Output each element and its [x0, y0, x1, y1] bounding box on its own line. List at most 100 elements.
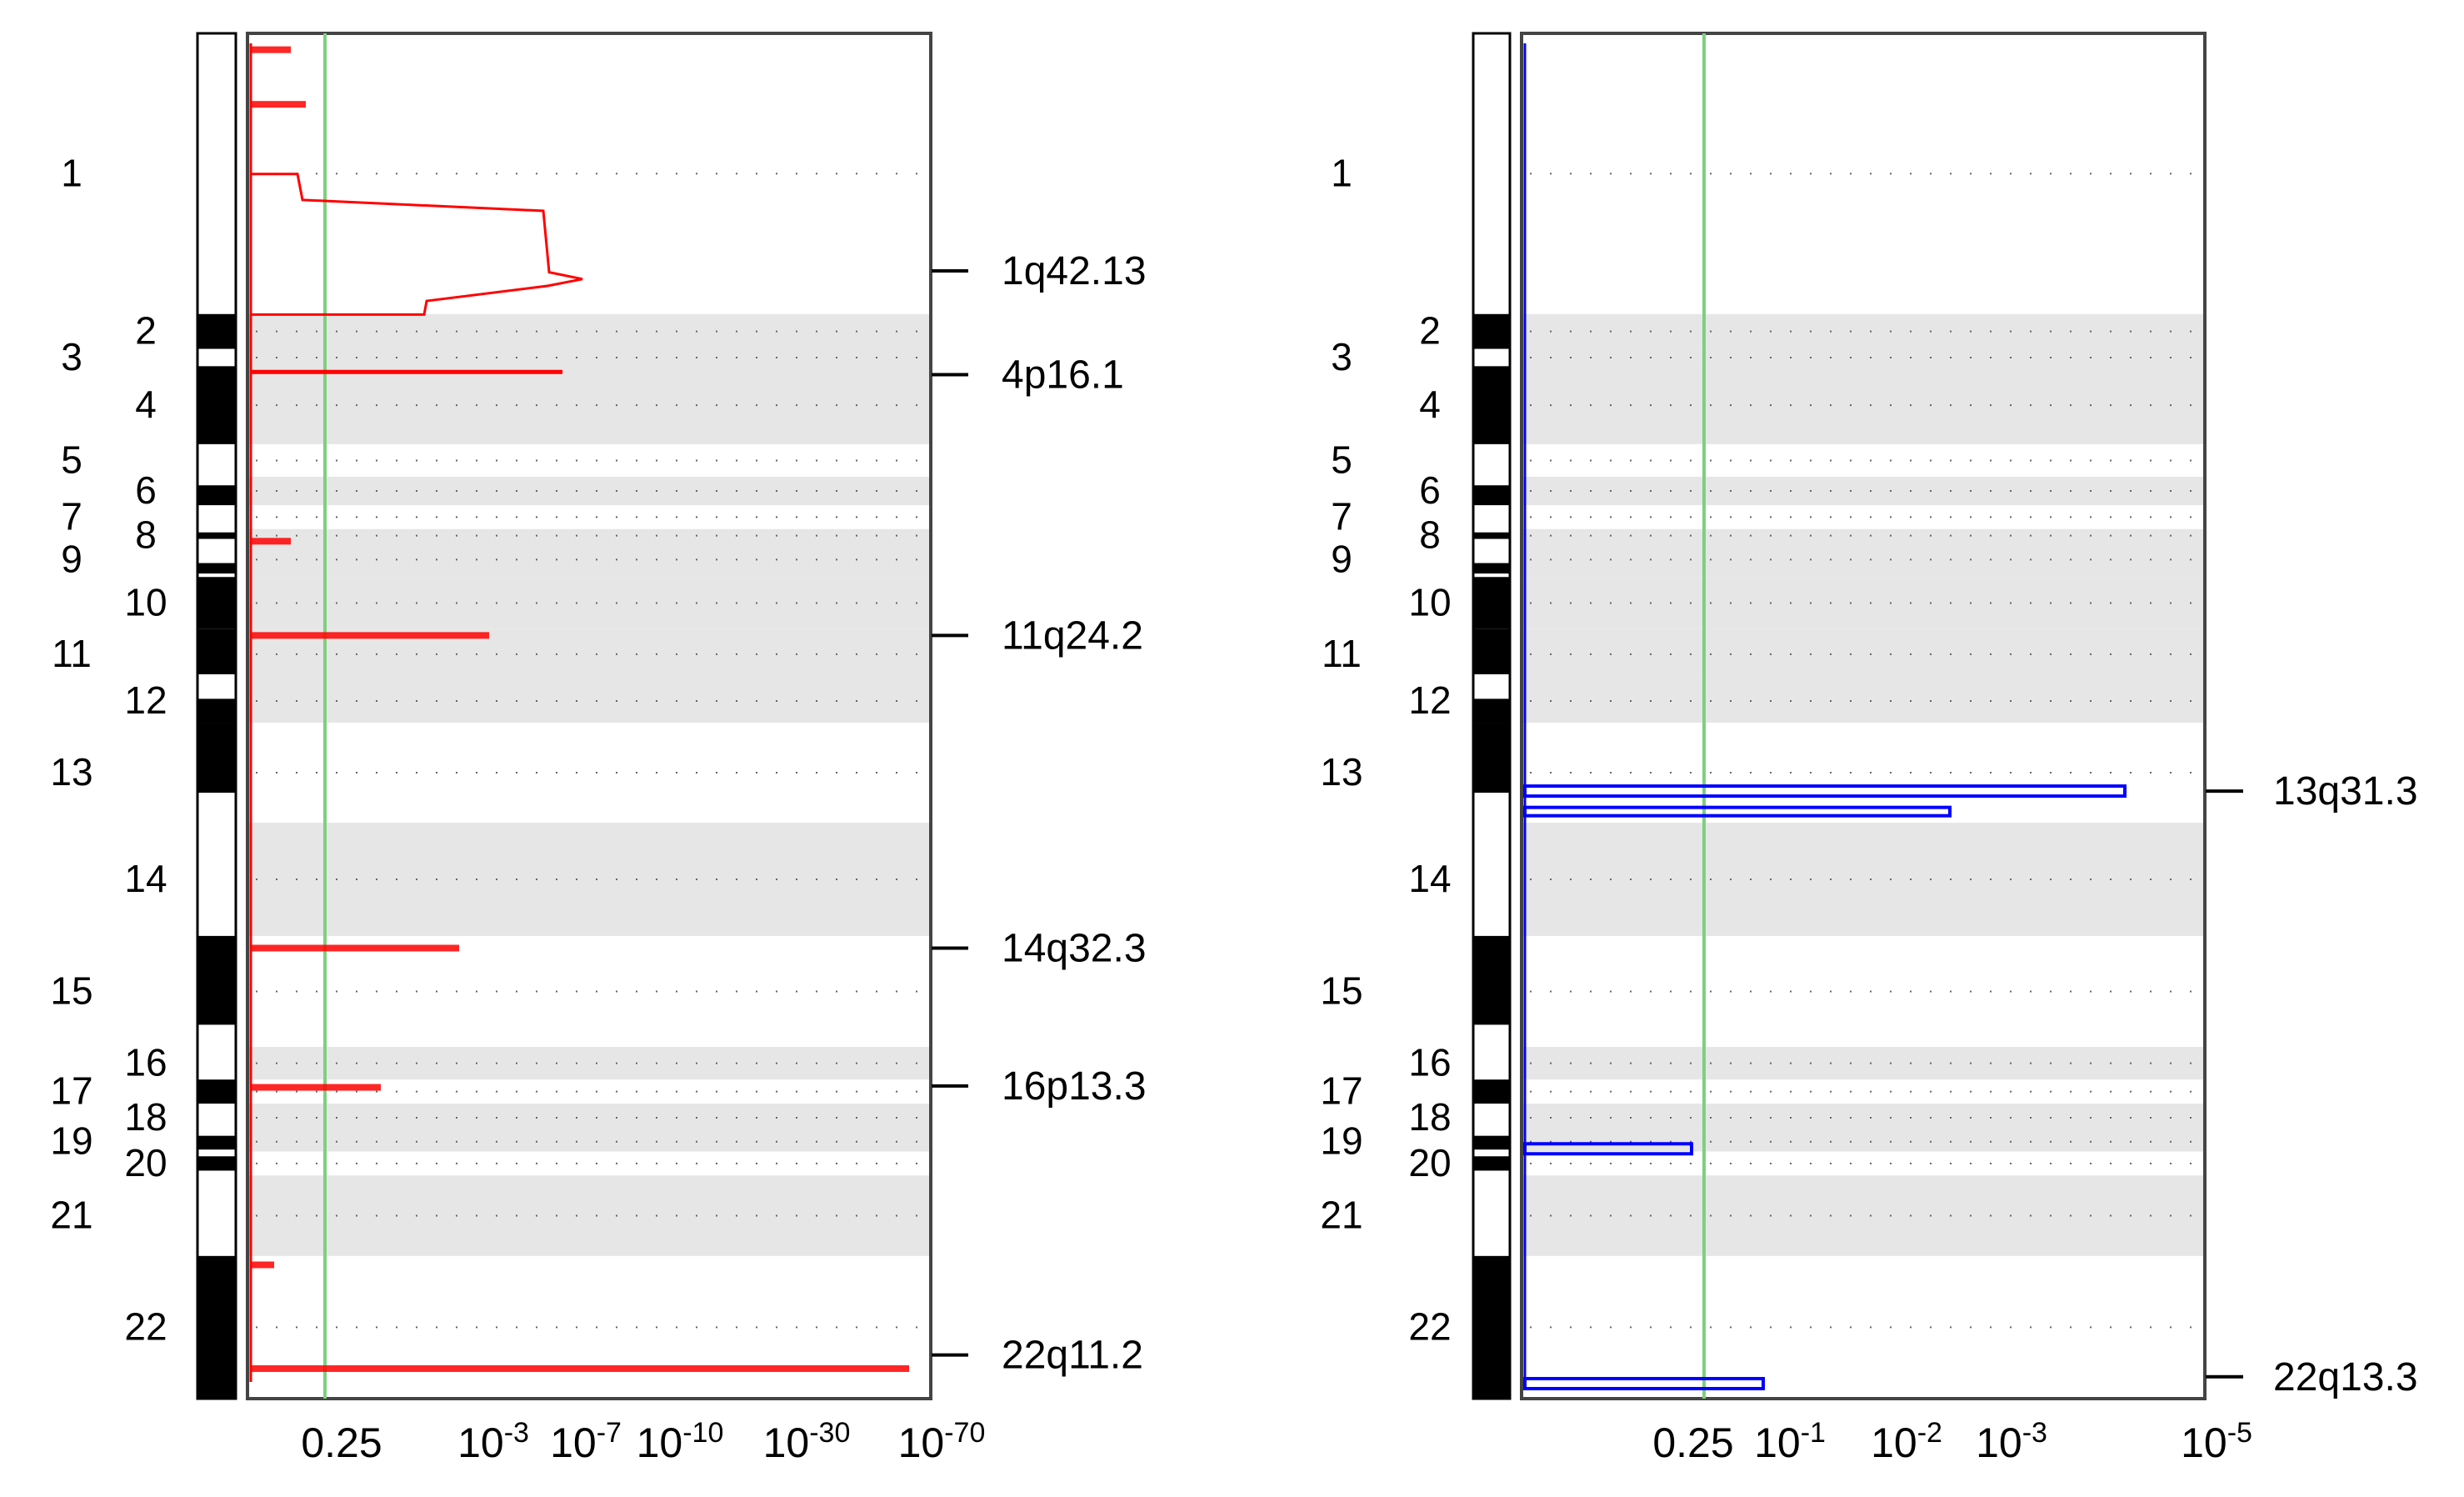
x-tick-label: 10-70 [898, 1417, 986, 1466]
trace-bar [251, 101, 306, 108]
x-tick-label: 10-2 [1871, 1417, 1942, 1466]
chromosome-label-12: 12 [124, 678, 167, 722]
chromosome-label-14: 14 [1408, 857, 1451, 900]
chromosome-label-20: 20 [124, 1141, 167, 1184]
trace-bar [251, 632, 489, 639]
chromosome-shade-14 [1522, 823, 2205, 936]
ideogram-band-17 [1473, 1079, 1510, 1104]
chromosome-label-10: 10 [1408, 581, 1451, 624]
chromosome-label-11: 11 [52, 632, 92, 675]
ideogram-band-10 [197, 577, 236, 629]
chromosome-label-13: 13 [50, 750, 92, 794]
chromosome-label-13: 13 [1320, 750, 1362, 794]
trace-bar [1523, 1376, 1765, 1390]
chromosome-shade-21 [1522, 1175, 2205, 1256]
ideogram-band-9 [197, 563, 236, 574]
chromosome-label-8: 8 [1419, 513, 1441, 557]
x-tick-label: 0.25 [301, 1419, 382, 1466]
chromosome-shade-19 [1522, 1131, 2205, 1152]
trace-bar [1523, 805, 1952, 818]
ideogram-band-2 [197, 313, 236, 349]
trace-bar [1523, 1142, 1693, 1156]
annotation-label: 22q13.3 [2273, 1355, 2418, 1399]
chromosome-shade-6 [247, 477, 931, 506]
x-tick-label: 10-3 [1976, 1417, 2047, 1466]
chromosome-shade-19 [247, 1131, 931, 1152]
ideogram-band-4 [197, 366, 236, 444]
trace-chr1-profile [251, 173, 583, 316]
chromosome-shade-6 [1522, 477, 2205, 506]
trace-bar [251, 944, 459, 952]
ideogram-band-8 [1473, 532, 1510, 539]
chromosome-shade-9 [247, 542, 931, 578]
chromosome-label-18: 18 [124, 1095, 167, 1139]
chromosome-label-9: 9 [61, 537, 82, 580]
trace-bar [251, 1261, 274, 1269]
chromosome-label-20: 20 [1408, 1141, 1451, 1184]
ideogram-band-22 [197, 1255, 236, 1399]
chromosome-label-17: 17 [1320, 1069, 1362, 1113]
chromosome-shade-10 [1522, 577, 2205, 629]
ideogram-band-22 [1473, 1255, 1510, 1399]
chromosome-label-3: 3 [1331, 335, 1352, 378]
chromosome-label-10: 10 [124, 581, 167, 624]
chromosome-label-19: 19 [1320, 1119, 1362, 1163]
chromosome-shade-8 [1522, 528, 2205, 543]
trace-bar [251, 46, 291, 53]
annotation-label: 22q11.2 [1002, 1334, 1143, 1378]
ideogram-band-12 [1473, 698, 1510, 723]
chromosome-shade-4 [247, 366, 931, 444]
annotation-label: 4p16.1 [1002, 353, 1124, 398]
chromosome-label-7: 7 [61, 494, 82, 538]
trace-bar [251, 1364, 909, 1372]
x-tick-label: 0.25 [1652, 1419, 1733, 1466]
chromosome-label-12: 12 [1408, 678, 1451, 722]
chromosome-shade-3 [247, 348, 931, 367]
chromosome-label-3: 3 [61, 335, 82, 378]
plot-frame [246, 32, 932, 1400]
chromosome-shade-12 [1522, 678, 2205, 723]
chromosome-shade-10 [247, 577, 931, 629]
trace-bar [1523, 784, 2127, 799]
annotation-label: 11q24.2 [1002, 613, 1143, 658]
chromosome-label-16: 16 [1408, 1041, 1451, 1084]
x-tick-label: 10-7 [550, 1417, 622, 1466]
chromosome-shade-11 [1522, 628, 2205, 679]
ideogram-band-8 [197, 532, 236, 539]
chromosome-label-8: 8 [135, 513, 157, 557]
annotation-label: 16p13.3 [1002, 1064, 1147, 1109]
x-tick-label: 10-10 [637, 1417, 724, 1466]
chromosome-label-6: 6 [135, 468, 157, 512]
chromosome-label-21: 21 [1320, 1194, 1362, 1237]
x-tick-label: 10-1 [1754, 1417, 1826, 1466]
chromosome-shade-2 [247, 313, 931, 349]
ideogram-band-19 [197, 1135, 236, 1150]
chromosome-label-1: 1 [61, 151, 82, 194]
chromosome-shade-14 [247, 823, 931, 936]
chromosome-shade-4 [1522, 366, 2205, 444]
chromosome-shade-21 [247, 1175, 931, 1256]
ideogram-band-13 [197, 723, 236, 794]
ideogram-band-19 [1473, 1135, 1510, 1150]
chromosome-label-22: 22 [124, 1304, 167, 1348]
chromosome-label-21: 21 [50, 1194, 92, 1237]
ideogram-band-15 [197, 935, 236, 1025]
chromosome-shade-16 [1522, 1047, 2205, 1080]
chromosome-label-16: 16 [124, 1041, 167, 1084]
chromosome-label-6: 6 [1419, 468, 1441, 512]
trace-bar [251, 1084, 381, 1091]
ideogram-band-15 [1473, 935, 1510, 1025]
chromosome-label-15: 15 [1320, 969, 1362, 1012]
ideogram-band-2 [1473, 313, 1510, 349]
plot-frame [1520, 32, 2207, 1400]
x-tick-label: 10-3 [457, 1417, 529, 1466]
ideogram-band-6 [1473, 485, 1510, 506]
chromosome-label-7: 7 [1331, 494, 1352, 538]
x-tick-label: 10-30 [763, 1417, 851, 1466]
chromosome-label-15: 15 [50, 969, 92, 1012]
chromosome-shade-16 [247, 1047, 931, 1080]
chromosome-label-1: 1 [1331, 151, 1352, 194]
